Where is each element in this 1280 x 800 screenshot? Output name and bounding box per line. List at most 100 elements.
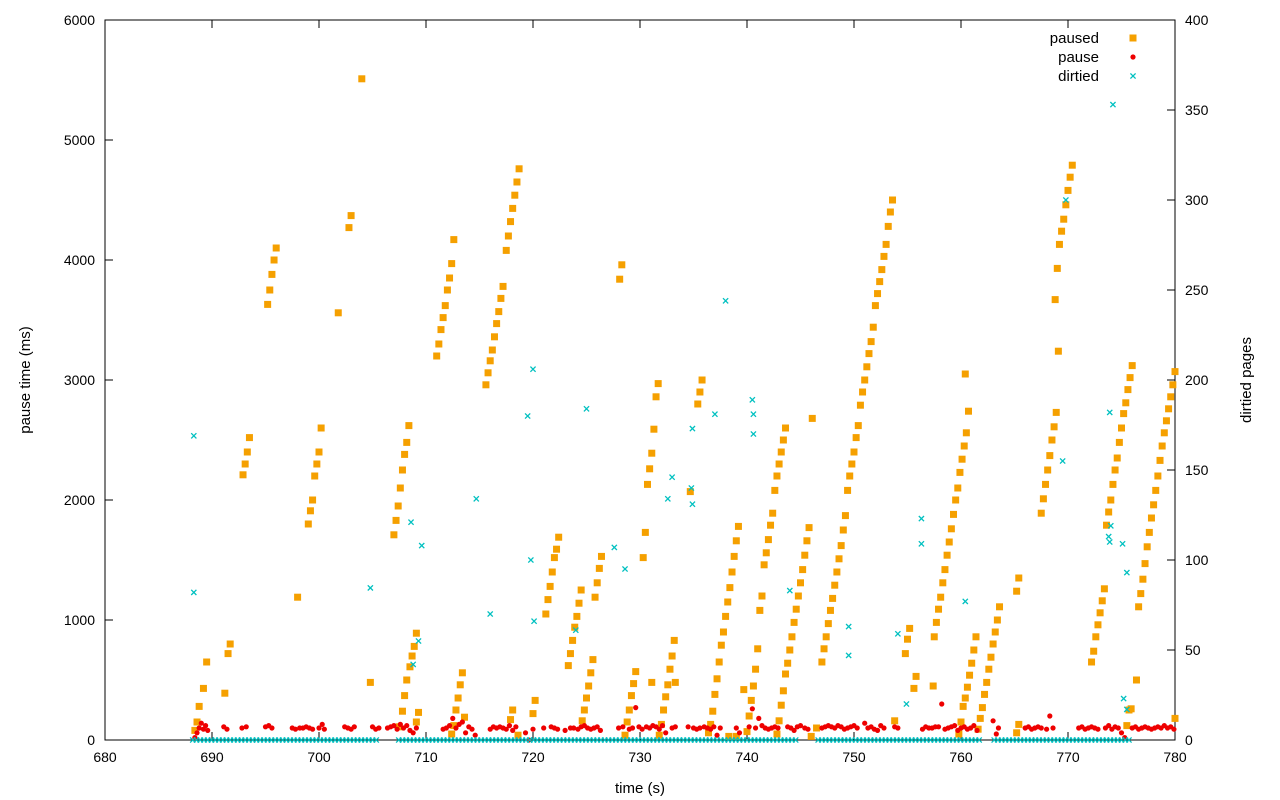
pause-point [971, 723, 977, 729]
paused-point [958, 455, 966, 463]
y2-tick-label: 350 [1185, 102, 1209, 118]
pause-point [503, 726, 509, 732]
x-axis-title: time (s) [615, 780, 665, 797]
series-dirtied-baseline [189, 736, 1133, 744]
paused-point [401, 692, 409, 700]
paused-point [408, 652, 416, 660]
paused-point [448, 260, 456, 268]
paused-point [309, 496, 317, 504]
dirtied-point-stroke [1120, 695, 1127, 702]
paused-point [1109, 480, 1117, 488]
pause-point [951, 723, 958, 729]
paused-point [507, 716, 515, 724]
pause-point [714, 732, 720, 738]
paused-point [767, 521, 775, 529]
paused-point [863, 363, 871, 371]
pause-point [1171, 726, 1177, 732]
paused-point [777, 448, 785, 456]
pause-point [895, 725, 901, 731]
dirtied-point [903, 700, 910, 708]
x-tick-label: 750 [842, 749, 866, 765]
pause-point [756, 715, 762, 722]
paused-point [773, 472, 781, 480]
paused-point [1160, 429, 1168, 437]
pause-point [862, 720, 868, 726]
pause-point [316, 725, 322, 731]
paused-point [294, 593, 302, 601]
y2-axis-title: dirtied pages [1238, 337, 1255, 423]
pause-point [993, 731, 999, 737]
dirtied-point [367, 584, 374, 591]
pause-point [472, 732, 478, 738]
pause-point [711, 724, 717, 730]
paused-point [1037, 509, 1045, 517]
paused-point [966, 671, 974, 679]
y-tick-label: 3000 [64, 372, 95, 388]
y2-tick-label: 200 [1185, 372, 1209, 388]
dirtied-point-stroke [845, 623, 852, 630]
x-tick-label: 690 [200, 749, 224, 765]
dirtied-point [529, 366, 537, 373]
pause-point [469, 726, 475, 732]
pause-point [555, 726, 561, 732]
paused-point [1054, 347, 1062, 355]
pause-point [990, 718, 996, 724]
y2-tick-label: 150 [1185, 462, 1209, 478]
paused-point [390, 531, 398, 539]
paused-point [1053, 264, 1061, 272]
paused-point [846, 472, 854, 480]
paused-point [585, 682, 593, 690]
dirtied-point [407, 519, 415, 526]
pause-point [749, 706, 755, 712]
paused-point [433, 352, 441, 360]
paused-point [595, 564, 603, 572]
paused-point [1044, 466, 1052, 474]
pause-point [1118, 730, 1125, 736]
paused-point [717, 641, 725, 649]
paused-point [882, 240, 890, 248]
pause-point [243, 724, 249, 730]
paused-point [589, 656, 597, 664]
pause-point [198, 720, 204, 726]
dirtied-point [190, 589, 197, 596]
paused-point [724, 598, 732, 606]
paused-point [1124, 386, 1132, 394]
paused-point [978, 704, 986, 712]
paused-point [779, 687, 787, 695]
pause-point [446, 723, 453, 729]
y2-tick-label: 300 [1185, 192, 1209, 208]
paused-point [956, 468, 964, 476]
paused-point [867, 338, 875, 346]
paused-point [937, 593, 945, 601]
paused-point [264, 300, 272, 308]
y-axis-title: pause time (ms) [17, 326, 34, 434]
pause-point [791, 727, 797, 734]
x-tick-label: 740 [735, 749, 759, 765]
pause-point [685, 724, 691, 730]
paused-point [950, 510, 958, 518]
paused-point [833, 568, 841, 576]
paused-point [782, 670, 790, 678]
paused-point [874, 290, 882, 298]
paused-point [313, 460, 321, 468]
pause-point [633, 705, 639, 711]
dirtied-point [190, 432, 197, 439]
paused-point [226, 640, 234, 648]
paused-point [1154, 472, 1162, 480]
paused-point [749, 682, 757, 690]
dirtied-point-stroke [611, 544, 618, 551]
paused-point [1068, 161, 1076, 169]
paused-point [484, 369, 492, 377]
paused-point [822, 633, 830, 641]
dirtied-point-stroke [918, 515, 925, 522]
paused-point [395, 723, 403, 731]
paused-point [1165, 405, 1173, 413]
pause-point [397, 721, 403, 728]
paused-point [865, 350, 873, 358]
paused-point [531, 696, 539, 704]
dirtied-point [527, 556, 534, 564]
paused-point [1162, 417, 1170, 425]
paused-point [1015, 720, 1023, 728]
dirtied-point [572, 627, 579, 634]
paused-point [764, 536, 772, 544]
